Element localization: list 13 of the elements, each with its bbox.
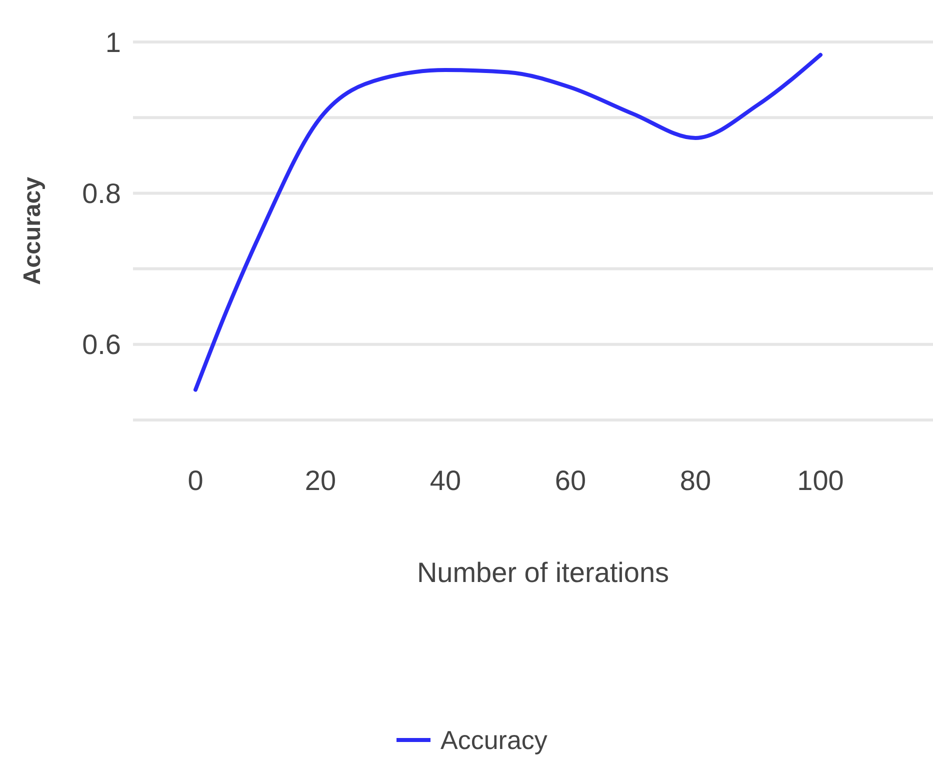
- x-tick-label: 80: [680, 465, 712, 496]
- y-tick-label: 1: [105, 26, 121, 58]
- y-tick-label: 0.6: [82, 329, 121, 360]
- x-tick-label: 100: [797, 465, 844, 496]
- x-tick-label: 40: [430, 465, 462, 496]
- y-axis-title: Accuracy: [19, 176, 46, 286]
- x-axis-title: Number of iterations: [416, 557, 670, 588]
- x-tick-label: 20: [304, 465, 336, 496]
- x-tick-label: 60: [554, 465, 586, 496]
- legend-label: Accuracy: [440, 725, 548, 756]
- line-series: [194, 52, 822, 392]
- x-tick-label: 0: [188, 465, 204, 496]
- y-tick-label: 0.8: [82, 178, 121, 209]
